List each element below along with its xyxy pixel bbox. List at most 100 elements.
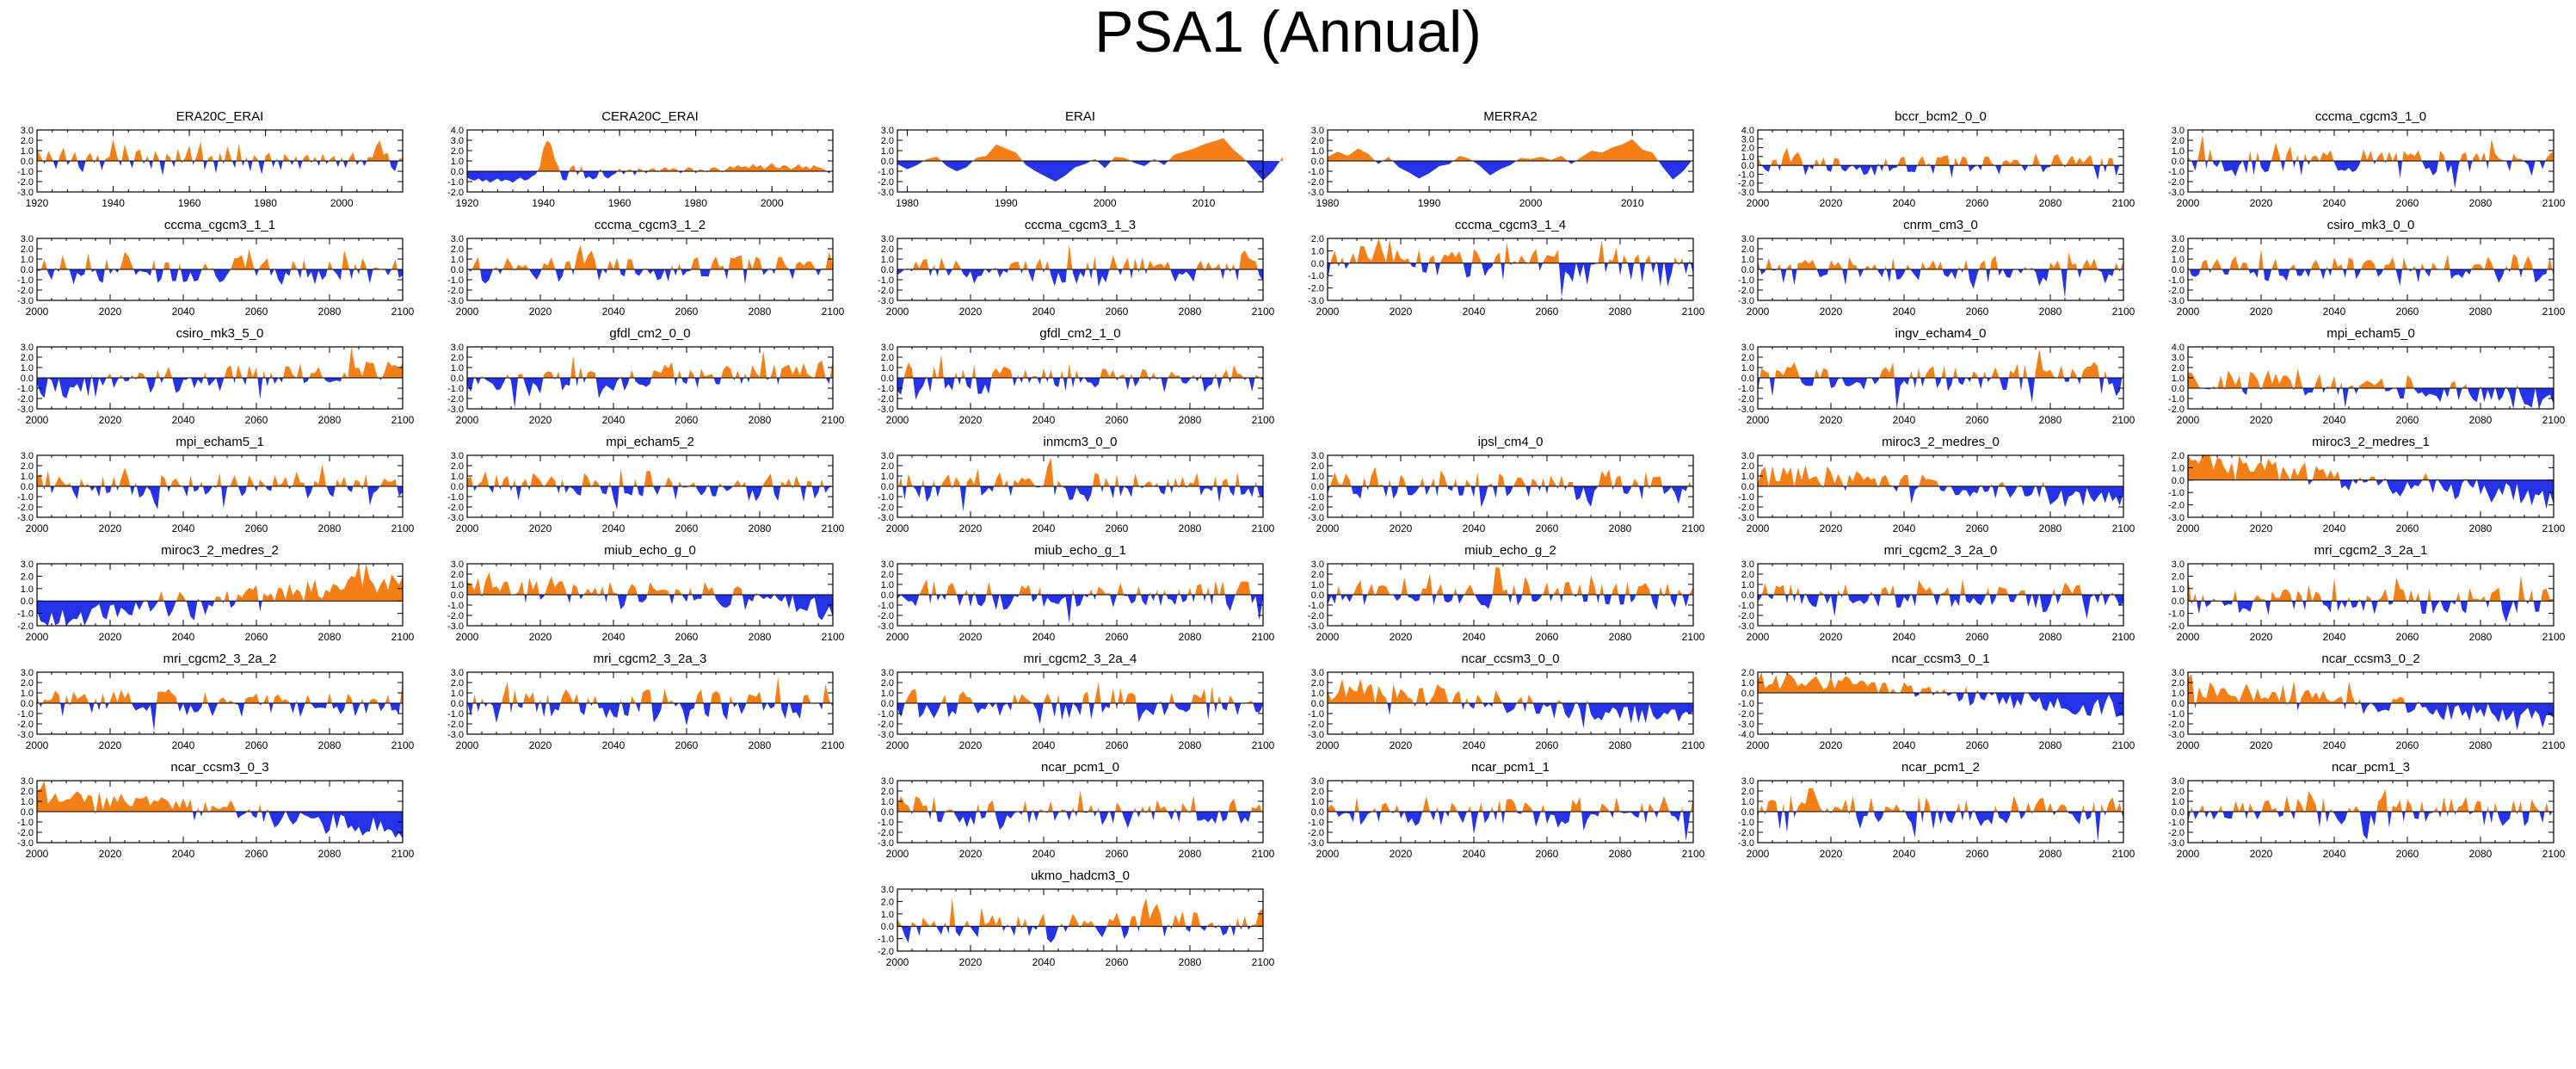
negative-area <box>2188 812 2554 840</box>
positive-area <box>2188 788 2554 812</box>
y-tick-label: -4.0 <box>1738 730 1754 740</box>
x-tick-label: 2000 <box>456 414 479 426</box>
x-tick-label: 2000 <box>456 522 479 534</box>
y-tick-label: -1.0 <box>17 384 34 394</box>
chart-panel: csiro_mk3_0_0 3.02.01.00.0-1.0-2.0-3.0200… <box>2168 218 2566 318</box>
x-tick-label: 2060 <box>245 414 268 426</box>
y-tick-label: -3.0 <box>1738 513 1754 523</box>
x-tick-label: 2060 <box>1106 739 1129 751</box>
x-tick-label: 2040 <box>602 306 626 318</box>
y-tick-label: 1.0 <box>451 472 464 482</box>
chart-panel: mpi_echam5_1 3.02.01.00.0-1.0-2.0-3.02000… <box>17 435 415 534</box>
x-tick-label: 2080 <box>1179 522 1202 534</box>
y-tick-label: 1.0 <box>881 797 894 807</box>
y-tick-label: -2.0 <box>447 611 464 621</box>
y-tick-label: 1.0 <box>881 363 894 374</box>
x-tick-label: 2100 <box>2112 848 2135 860</box>
y-tick-label: 3.0 <box>21 559 34 570</box>
y-tick-label: -3.0 <box>878 730 894 740</box>
x-tick-label: 2000 <box>886 414 909 426</box>
y-tick-label: -3.0 <box>447 405 464 415</box>
y-tick-label: 0.0 <box>1741 807 1754 818</box>
y-tick-label: -1.0 <box>878 818 894 828</box>
chart-panel: mri_cgcm2_3_2a_0 3.02.01.00.0-1.0-2.0-3.0… <box>1738 543 2135 643</box>
y-tick-label: -1.0 <box>878 384 894 394</box>
x-tick-label: 2080 <box>749 306 772 318</box>
y-tick-label: -2.0 <box>447 286 464 296</box>
y-tick-label: 3.0 <box>451 668 464 678</box>
y-tick-label: -2.0 <box>1738 828 1754 838</box>
y-tick-label: 3.0 <box>881 343 894 353</box>
negative-area <box>37 378 403 400</box>
positive-area <box>37 139 403 161</box>
chart-title: ncar_pcm1_3 <box>2332 760 2410 775</box>
positive-area <box>2188 368 2554 388</box>
y-tick-label: 4.0 <box>1741 126 1754 136</box>
y-tick-label: -1.0 <box>1308 601 1324 611</box>
y-tick-label: 1.0 <box>1741 580 1754 590</box>
y-tick-label: 1.0 <box>21 363 34 374</box>
x-tick-label: 2000 <box>886 739 909 751</box>
x-tick-label: 2000 <box>886 848 909 860</box>
positive-area <box>1758 252 2123 269</box>
y-tick-label: 3.0 <box>21 234 34 244</box>
x-tick-label: 2040 <box>172 522 195 534</box>
x-tick-label: 2060 <box>245 848 268 860</box>
negative-area <box>1328 703 1693 729</box>
chart-panel: miub_echo_g_2 3.02.01.00.0-1.0-2.0-3.0200… <box>1308 543 1705 643</box>
y-tick-label: 1.0 <box>451 689 464 699</box>
y-tick-label: -1.0 <box>447 177 464 188</box>
x-tick-label: 2040 <box>1893 306 1916 318</box>
x-tick-label: 2040 <box>2323 848 2346 860</box>
y-tick-label: -1.0 <box>1738 384 1754 394</box>
y-tick-label: 0.0 <box>451 167 464 177</box>
chart-title: inmcm3_0_0 <box>1044 435 1118 449</box>
x-tick-label: 2000 <box>761 197 784 209</box>
x-tick-label: 2060 <box>1966 197 1989 209</box>
y-tick-label: -1.0 <box>1738 492 1754 503</box>
x-tick-label: 2020 <box>1390 306 1413 318</box>
x-tick-label: 2060 <box>1966 848 1989 860</box>
chart-title: miroc3_2_medres_2 <box>161 543 279 558</box>
y-tick-label: -3.0 <box>1738 405 1754 415</box>
x-tick-label: 2100 <box>2112 414 2135 426</box>
x-tick-label: 2040 <box>172 631 195 643</box>
chart-title: cccma_cgcm3_1_2 <box>595 218 706 232</box>
y-tick-label: -1.0 <box>17 709 34 720</box>
plot-frame <box>2187 563 2554 627</box>
y-tick-label: -3.0 <box>1738 296 1754 306</box>
x-tick-label: 2020 <box>1820 306 1843 318</box>
y-tick-label: 2.0 <box>2172 572 2185 582</box>
y-tick-label: 1.0 <box>881 472 894 482</box>
x-tick-label: 2000 <box>1747 414 1770 426</box>
x-tick-label: 2080 <box>1609 739 1632 751</box>
y-tick-label: 2.0 <box>1311 678 1324 689</box>
x-tick-label: 2020 <box>99 522 122 534</box>
y-tick-label: -2.0 <box>878 286 894 296</box>
chart-panel: bccr_bcm2_0_0 4.03.02.01.00.0-1.0-2.0-3.0… <box>1738 109 2135 209</box>
x-tick-label: 2100 <box>391 306 415 318</box>
x-tick-label: 2060 <box>675 306 699 318</box>
x-tick-label: 2040 <box>1893 848 1916 860</box>
x-tick-label: 2040 <box>1893 414 1916 426</box>
x-tick-label: 2080 <box>749 631 772 643</box>
y-tick-label: -1.0 <box>878 709 894 720</box>
negative-area <box>1758 693 2123 718</box>
x-tick-label: 2040 <box>1032 522 1056 534</box>
y-tick-label: -1.0 <box>447 384 464 394</box>
chart-title: mri_cgcm2_3_2a_1 <box>2314 543 2428 558</box>
y-tick-label: 3.0 <box>1741 343 1754 353</box>
x-tick-label: 2080 <box>1179 631 1202 643</box>
y-tick-label: -2.0 <box>1738 179 1754 189</box>
x-tick-label: 2100 <box>2542 522 2566 534</box>
chart-title: miub_echo_g_1 <box>1034 543 1126 558</box>
x-tick-label: 2060 <box>1966 631 1989 643</box>
x-tick-label: 2060 <box>1106 522 1129 534</box>
y-tick-label: 2.0 <box>881 570 894 580</box>
negative-area <box>2188 388 2554 409</box>
y-tick-label: 0.0 <box>2172 699 2185 709</box>
y-tick-label: 0.0 <box>881 482 894 492</box>
y-tick-label: 3.0 <box>1311 559 1324 570</box>
y-tick-label: -3.0 <box>17 730 34 740</box>
x-tick-label: 2060 <box>245 306 268 318</box>
